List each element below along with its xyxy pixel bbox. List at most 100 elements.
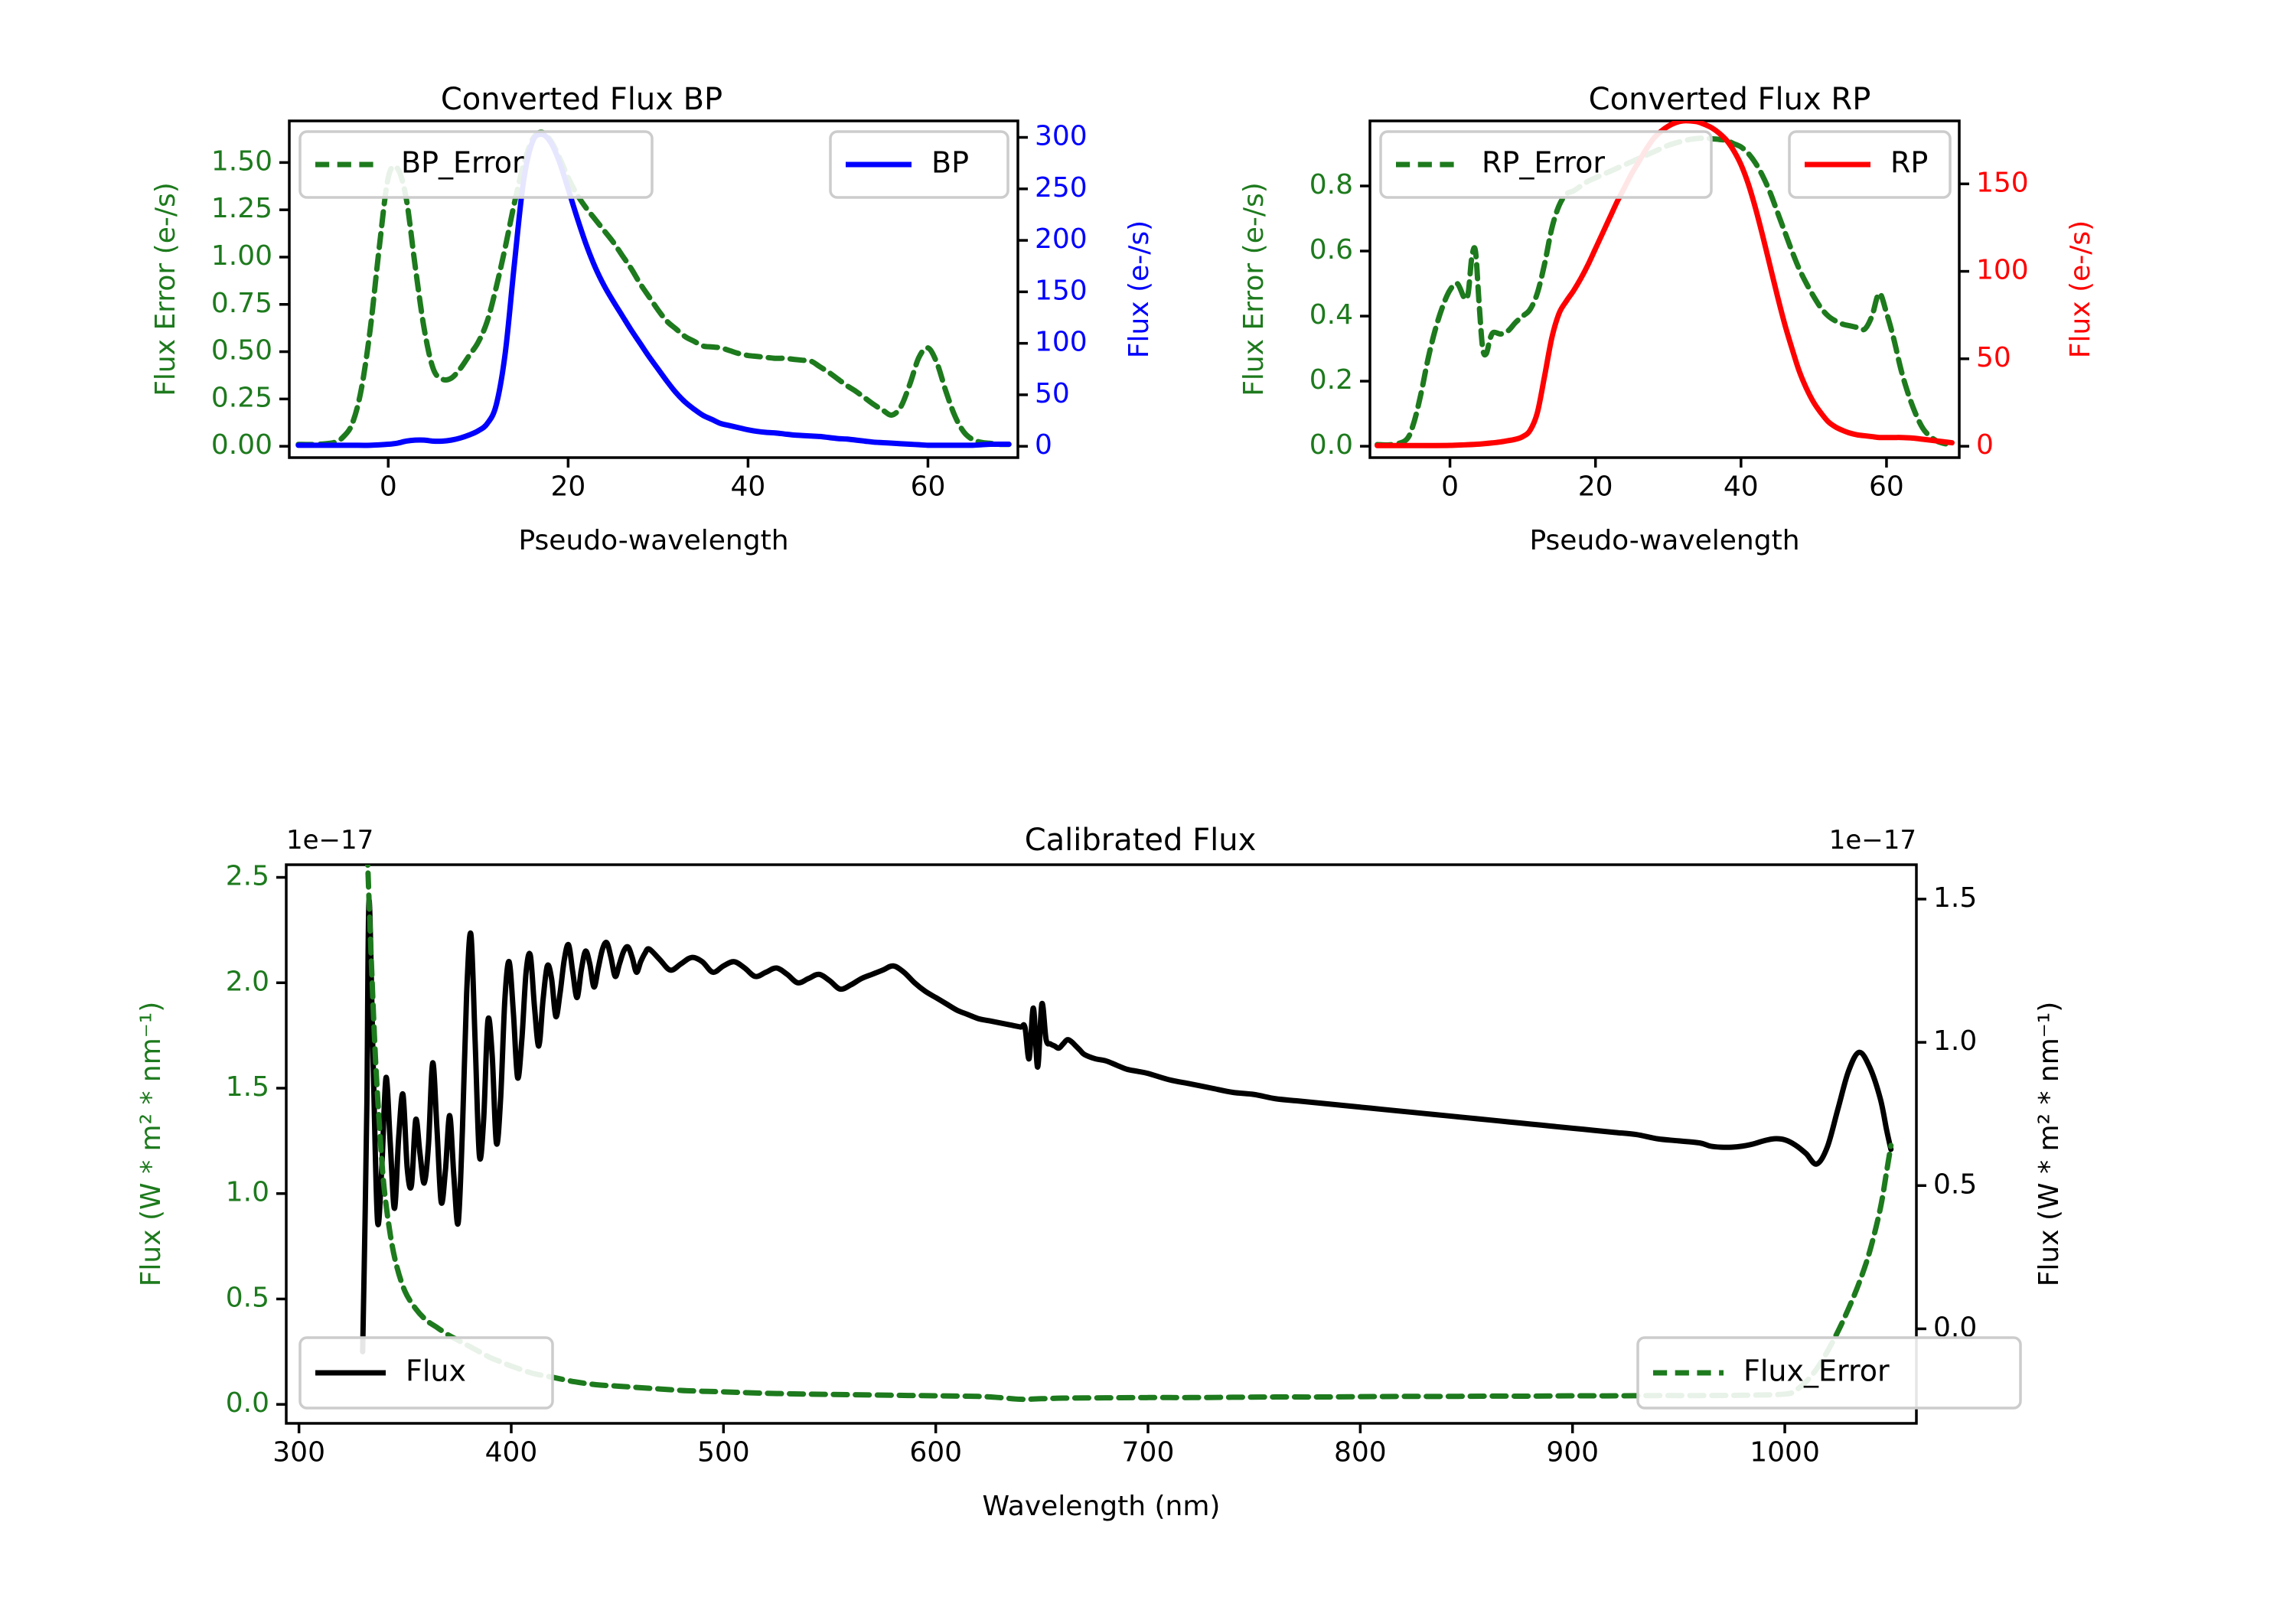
y-left-tick-label: 0.75: [211, 288, 272, 319]
y-left-tick-label: 0.4: [1309, 299, 1353, 331]
y-right-tick-label: 200: [1035, 223, 1088, 255]
series-bp-error: [295, 129, 1012, 448]
y-left-tick-label: 0.50: [211, 335, 272, 367]
rp-svg: Converted Flux RP 0 20 40 60 Pseudo-waveleng…: [1238, 82, 2096, 556]
series-rp: [1375, 121, 1955, 448]
bp-body-curves: [295, 129, 1012, 448]
legend-bp-error[interactable]: BP_Error: [298, 130, 654, 199]
legend-flux[interactable]: Flux: [298, 1336, 554, 1410]
y-right-tick-label: 50: [1976, 342, 2011, 373]
legend-box[interactable]: [1636, 1336, 2022, 1410]
cal-body-ylabel-right: Flux (W * m² * nm⁻¹): [2033, 1002, 2065, 1287]
y-right-tick-label: 0: [1035, 429, 1052, 461]
rp-title: Converted Flux RP: [1589, 82, 1871, 117]
y-right-tick-label: 150: [1976, 167, 2029, 198]
legend-box[interactable]: [298, 130, 654, 199]
y-right-tick-label: 1.0: [1933, 1025, 1977, 1057]
y-right-tick-label: 50: [1035, 378, 1070, 409]
x-tick-label: 300: [272, 1437, 325, 1468]
cal-body-left-offset-text: 1e−17: [286, 825, 373, 856]
y-left-tick-label: 0.00: [211, 429, 272, 461]
bp-body-ylabel-right: Flux (e-/s): [1124, 220, 1155, 358]
y-left-tick-label: 2.0: [226, 966, 269, 997]
legend-bp[interactable]: BP: [829, 130, 1009, 199]
cal-body-ylabel-left: Flux (W * m² * nm⁻¹): [135, 1002, 167, 1287]
legend-rp[interactable]: RP: [1788, 130, 1952, 199]
y-left-tick-label: 1.25: [211, 193, 272, 224]
y-right-tick-label: 250: [1035, 172, 1088, 204]
rp-body-xaxis: 0 20 40 60 Pseudo-wavelength: [1441, 458, 1904, 556]
legend-label: RP_Error: [1482, 146, 1605, 180]
y-right-tick-label: 100: [1035, 327, 1088, 358]
x-tick-label: 400: [485, 1437, 538, 1468]
calibrated-flux-panel: Calibrated Flux 300 400 500 600 700 800 900 100…: [0, 811, 2296, 1607]
y-right-tick-label: 1.5: [1933, 882, 1977, 914]
rp-body-ylabel-left: Flux Error (e-/s): [1238, 182, 1270, 396]
y-left-tick-label: 0.5: [226, 1282, 269, 1313]
x-tick-label: 20: [1578, 471, 1613, 503]
calibrated-title: Calibrated Flux: [1025, 823, 1257, 858]
x-tick-label: 0: [380, 471, 397, 503]
x-tick-label: 700: [1122, 1437, 1175, 1468]
x-tick-label: 500: [697, 1437, 750, 1468]
bp-svg: Converted Flux BP 0 20 40 60 Pseudo-waveleng…: [150, 82, 1155, 556]
y-left-tick-label: 0.2: [1309, 364, 1353, 396]
legend-label: Flux_Error: [1743, 1354, 1890, 1388]
y-left-tick-label: 0.8: [1309, 169, 1353, 200]
y-left-tick-label: 0.25: [211, 382, 272, 413]
cal-body-axes-frame: [285, 863, 1918, 1425]
bp-body-xlabel: Pseudo-wavelength: [518, 525, 788, 556]
rp-body-xlabel: Pseudo-wavelength: [1529, 525, 1799, 556]
cal-body-left-axis: 0.0 0.5 1.0 1.5 2.0 2.5 Flux (W * m² * nm⁻¹) 1e…: [135, 825, 373, 1419]
y-left-tick-label: 2.5: [226, 861, 269, 892]
rp-body-axes-frame: [1368, 119, 1961, 459]
x-tick-label: 60: [1869, 471, 1904, 503]
series-bp: [295, 131, 1012, 448]
rp-body-right-axis: 0 50 100 150 Flux (e-/s): [1959, 167, 2096, 461]
cal-body-xaxis: 300 400 500 600 700 800 900 1000 Wavelength (nm): [272, 1423, 1820, 1522]
x-tick-label: 600: [909, 1437, 962, 1468]
series-flux: [360, 898, 1894, 1354]
y-right-tick-label: 0.5: [1933, 1169, 1977, 1200]
legend-flux-error[interactable]: Flux_Error: [1636, 1336, 2022, 1410]
bp-body-right-axis: 0 50 100 150 200 250 300 Flux (e-/s): [1018, 121, 1155, 461]
y-left-tick-label: 1.5: [226, 1071, 269, 1103]
legend-label: Flux: [406, 1354, 466, 1388]
bp-title: Converted Flux BP: [441, 82, 722, 117]
bp-body-xaxis: 0 20 40 60 Pseudo-wavelength: [380, 458, 946, 556]
y-left-tick-label: 1.50: [211, 145, 272, 177]
y-right-tick-label: 150: [1035, 275, 1088, 306]
legend-box[interactable]: [298, 1336, 554, 1410]
x-tick-label: 800: [1334, 1437, 1387, 1468]
y-left-tick-label: 0.0: [226, 1387, 269, 1419]
y-right-tick-label: 0: [1976, 429, 1994, 461]
legend-box[interactable]: [1379, 130, 1713, 199]
x-tick-label: 20: [550, 471, 585, 503]
x-tick-label: 60: [911, 471, 946, 503]
bp-body-ylabel-left: Flux Error (e-/s): [150, 182, 181, 396]
legend-rp-error[interactable]: RP_Error: [1379, 130, 1713, 199]
y-left-tick-label: 0.6: [1309, 234, 1353, 266]
y-left-tick-label: 1.00: [211, 240, 272, 272]
cal-body-xlabel: Wavelength (nm): [983, 1491, 1221, 1522]
legend-box[interactable]: [829, 130, 1009, 199]
y-right-tick-label: 300: [1035, 121, 1088, 152]
legend-label: BP: [931, 146, 969, 180]
y-left-tick-label: 1.0: [226, 1177, 269, 1208]
calibrated-svg: Calibrated Flux 300 400 500 600 700 800 900 100…: [135, 823, 2065, 1522]
rp-body-ylabel-right: Flux (e-/s): [2065, 220, 2096, 358]
y-right-tick-label: 100: [1976, 255, 2029, 286]
x-tick-label: 900: [1546, 1437, 1599, 1468]
x-tick-label: 0: [1441, 471, 1459, 503]
rp-body-left-axis: 0.0 0.2 0.4 0.6 0.8 Flux Error (e-/s): [1238, 169, 1370, 461]
bp-body-axes-frame: [288, 119, 1019, 459]
x-tick-label: 1000: [1750, 1437, 1820, 1468]
converted-flux-rp-panel: Converted Flux RP 0 20 40 60 Pseudo-waveleng…: [1148, 77, 2296, 556]
bp-body-left-axis: 0.00 0.25 0.50 0.75 1.00 1.25 1.50 Flux Error (…: [150, 145, 289, 461]
y-left-tick-label: 0.0: [1309, 429, 1353, 461]
legend-label: BP_Error: [401, 146, 524, 180]
legend-label: RP: [1890, 146, 1928, 180]
x-tick-label: 40: [731, 471, 766, 503]
